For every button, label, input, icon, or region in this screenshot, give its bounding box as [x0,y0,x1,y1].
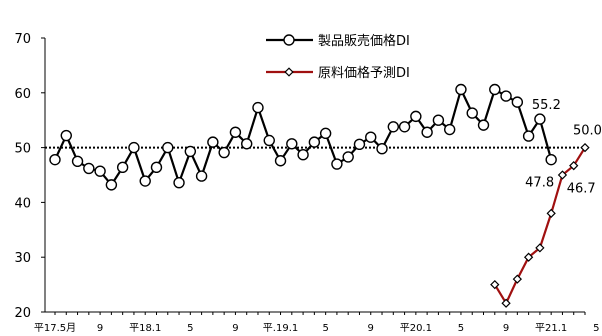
series-line-0 [54,86,553,187]
data-point [512,274,522,284]
series-group [49,83,590,308]
data-point [252,101,264,114]
series-line-1 [493,147,586,306]
data-point [398,121,411,133]
data-point [501,298,511,308]
x-tick-label: 9 [368,323,374,334]
x-tick-label: 平21.1 [535,323,567,334]
y-tick-label: 30 [14,251,31,266]
data-point [455,83,467,96]
data-point [534,113,546,125]
data-point [173,176,185,189]
data-point [105,179,118,191]
data-point [376,142,388,155]
y-tick-label: 40 [14,196,31,211]
y-tick-label: 50 [14,142,31,157]
legend-label: 原料価格予測DI [318,65,410,81]
data-point [500,90,512,102]
data-point [546,208,556,219]
data-point [139,175,151,187]
data-point [557,170,568,180]
x-tick-label: 5 [187,323,193,334]
data-point [286,138,298,150]
y-tick-label: 70 [14,32,31,47]
data-point [128,141,140,154]
data-point [365,131,377,143]
x-tick-label: 平17.5月 [34,322,76,334]
data-point [116,161,129,174]
x-tick-label: 平18.1 [129,323,161,334]
data-point [580,142,590,153]
data-point [263,134,275,147]
data-point [477,119,490,131]
data-point [297,149,309,161]
data-label: 55.2 [532,98,561,113]
data-point [387,121,399,133]
data-point [443,123,456,136]
data-label: 47.8 [525,176,554,191]
legend: 製品販売価格DI 原料価格予測DI [266,33,410,81]
x-tick-label: 9 [232,323,238,334]
data-point [545,153,557,166]
data-point [432,114,445,126]
data-point [71,155,84,168]
data-point [331,158,343,170]
data-point [353,138,366,151]
data-point [83,162,95,175]
data-point [150,161,163,174]
x-tick-label: 5 [593,323,599,334]
chart-axes: 20 30 40 50 60 70 平17.5月 9 平18.1 5 9 平.19.1 5 9 平20.1 5… [14,32,599,334]
data-point [511,96,524,108]
data-point [229,126,242,138]
data-point [207,136,219,148]
data-point [421,126,433,138]
data-label: 46.7 [567,182,596,197]
x-tick-label: 5 [322,323,328,334]
x-tick-label: 5 [458,323,464,334]
data-point [466,107,478,119]
data-point [94,165,106,177]
data-point [489,83,501,96]
data-point [195,170,208,182]
x-tick-label: 9 [97,323,103,334]
data-point [522,130,535,142]
x-tick-label: 9 [503,323,509,334]
data-point [342,151,354,163]
data-point [274,155,287,167]
annotations: 55.2 47.8 46.7 50.0 [525,98,602,197]
data-point [49,153,61,166]
legend-marker [283,34,295,46]
y-tick-label: 20 [14,306,31,321]
data-point [60,129,72,142]
legend-marker [284,67,294,77]
data-point [535,243,545,253]
data-point [241,138,253,150]
x-tick-label: 平.19.1 [263,323,298,334]
data-point [569,161,579,171]
data-point [308,136,321,148]
data-point [162,141,174,154]
data-label: 50.0 [573,124,602,139]
data-point [523,252,534,262]
legend-label: 製品販売価格DI [318,33,410,49]
y-tick-label: 60 [14,87,31,102]
data-point [218,146,230,159]
data-point [319,127,332,140]
data-point [184,145,197,158]
x-tick-label: 平20.1 [400,323,432,334]
data-point [490,279,500,290]
data-point [410,110,422,123]
